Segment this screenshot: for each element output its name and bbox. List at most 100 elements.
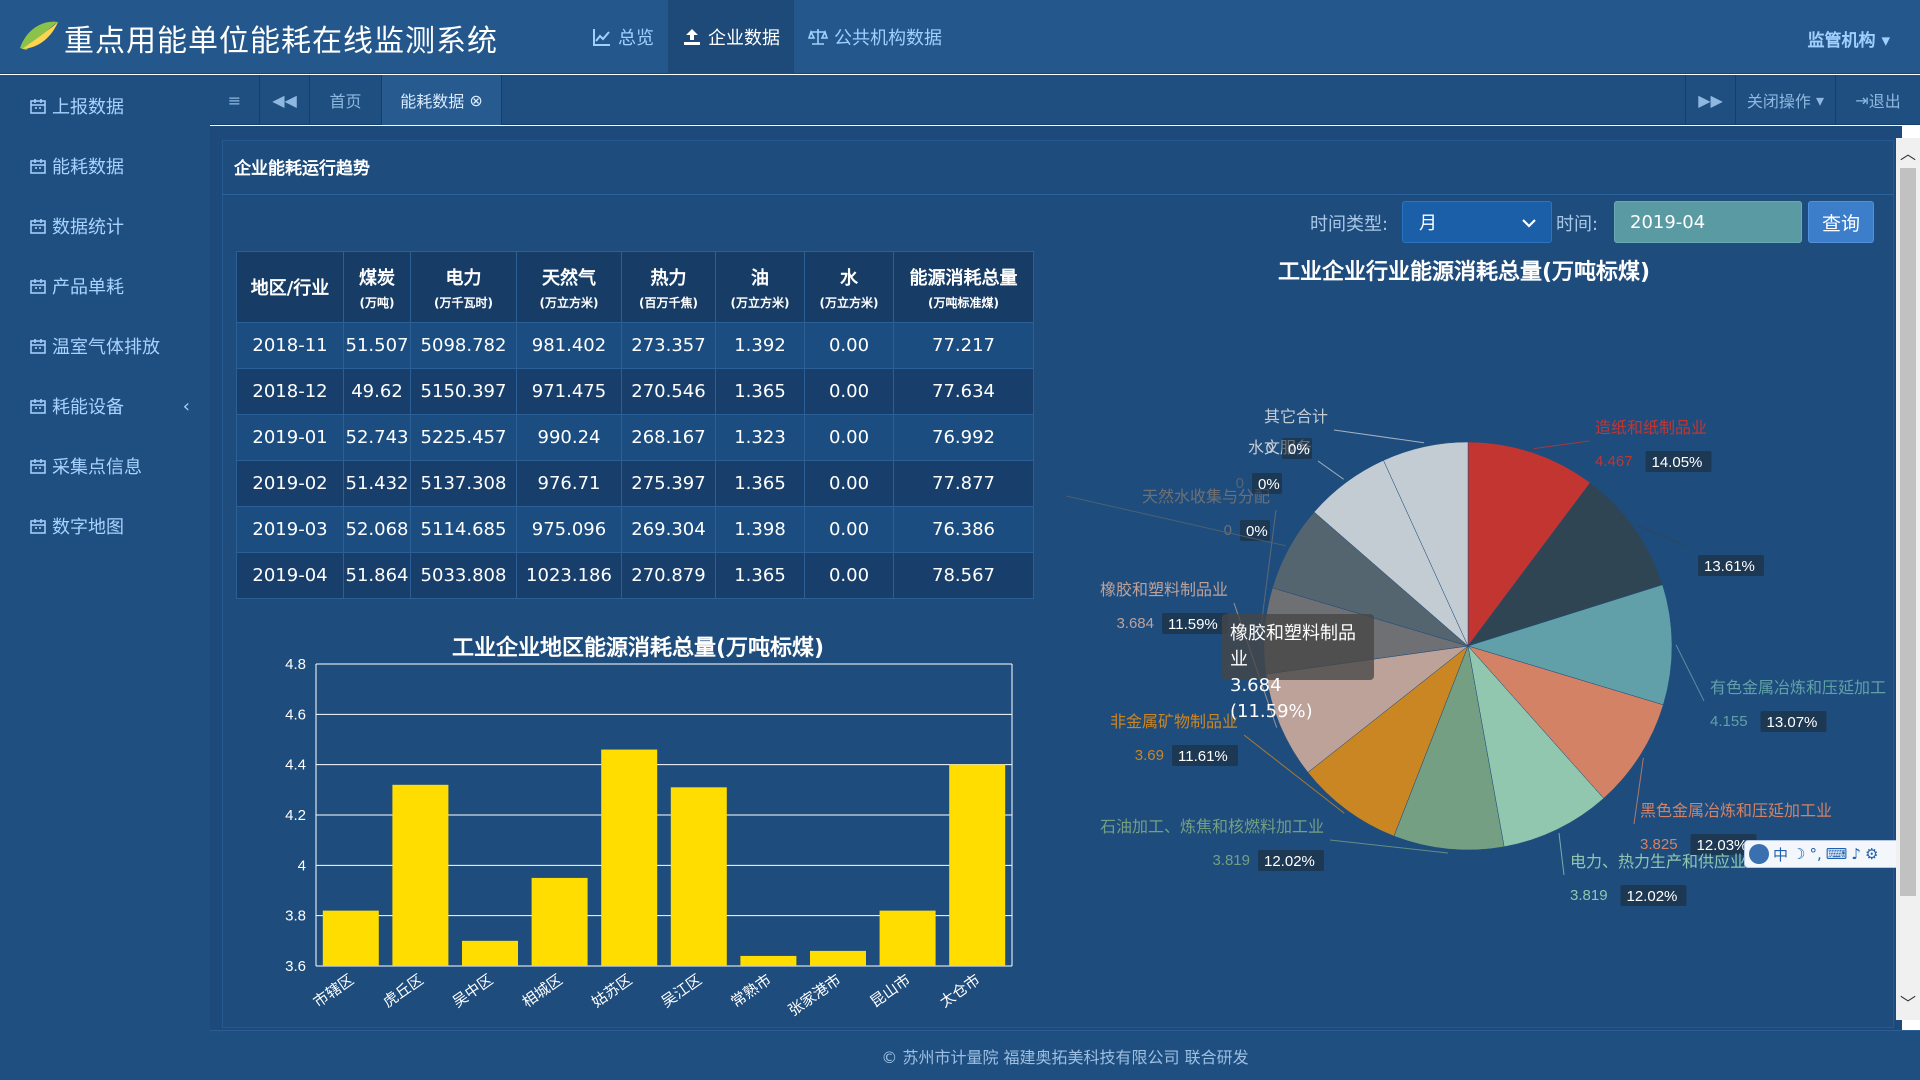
scroll-up-icon[interactable]: ︿ — [1899, 144, 1916, 163]
sidebar-item-collection-points[interactable]: 采集点信息 — [30, 451, 190, 481]
col-header: 电力 (万千瓦时) — [410, 251, 517, 323]
slice-value: 3.684 — [1116, 615, 1154, 632]
tab-energy-label: 能耗数据 — [400, 92, 465, 111]
bar[interactable] — [810, 950, 866, 966]
bar[interactable] — [322, 910, 379, 966]
pie-slice[interactable] — [1467, 645, 1664, 799]
slice-value-label: 11.59% 3.684 — [1116, 613, 1228, 634]
table-cell: 981.402 — [516, 322, 622, 369]
slice-value-label: 3.825 12.03% — [1640, 834, 1757, 855]
bar[interactable] — [879, 910, 936, 966]
y-tick-label: 4.8 — [285, 656, 306, 673]
settings-icon[interactable]: ⚙ — [1864, 845, 1879, 863]
date-input[interactable]: 2019-04 — [1614, 201, 1802, 243]
menu-toggle-button[interactable]: ≡ — [210, 75, 260, 125]
time-type-select[interactable]: 月 — [1402, 201, 1552, 243]
table-cell: 78.567 — [893, 552, 1034, 599]
pie-slice[interactable] — [1307, 645, 1469, 837]
org-menu[interactable]: 监管机构 ▾ — [1808, 26, 1890, 51]
sidebar-item-product-consumption[interactable]: 产品单耗 — [30, 271, 190, 301]
table-cell: 269.304 — [621, 506, 716, 553]
bar[interactable] — [670, 787, 727, 966]
bar[interactable] — [392, 784, 449, 966]
calendar-icon — [30, 279, 46, 294]
punctuation-icon[interactable]: °, — [1809, 845, 1822, 863]
hamburger-icon: ≡ — [227, 90, 242, 110]
table-cell: 2019-01 — [236, 414, 344, 461]
table-cell: 0.00 — [804, 506, 894, 553]
chevron-down-icon — [1522, 219, 1536, 228]
col-header-unit: (万立方米) — [730, 295, 790, 310]
slice-pct: 11.59% — [1168, 616, 1218, 633]
table-cell: 268.167 — [621, 414, 716, 461]
slice-pct: 12.03% — [1697, 837, 1748, 854]
x-tick-label: 姑苏区 — [588, 971, 635, 1012]
slice-value-label: 13.61% — [1698, 555, 1764, 576]
chevron-left-icon: ‹ — [182, 395, 190, 417]
x-tick-label: 张家港市 — [785, 971, 844, 1020]
org-menu-label: 监管机构 — [1807, 31, 1876, 51]
table-header-row: 地区/行业 煤炭 (万吨) 电力 (万千瓦时) 天然气 (万立方米) 热力 (百万千焦)… — [236, 251, 1034, 323]
table-cell: 5033.808 — [410, 552, 517, 599]
table-cell: 1.365 — [715, 368, 805, 415]
tab-bar: ≡ ◀◀ 首页 能耗数据 ⊗ ▶▶ 关闭操作 ▾ ⇥ 退出 — [210, 75, 1920, 125]
tab-scroll-right-button[interactable]: ▶▶ — [1685, 75, 1735, 125]
bar[interactable] — [949, 764, 1006, 966]
sidebar-item-greenhouse-gas[interactable]: 温室气体排放 — [30, 331, 190, 361]
logout-button[interactable]: ⇥ 退出 — [1835, 75, 1920, 125]
tab-energy-data[interactable]: 能耗数据 ⊗ — [382, 75, 502, 125]
bar[interactable] — [462, 940, 518, 966]
bar[interactable] — [531, 877, 588, 966]
sidebar-item-report-data[interactable]: 上报数据 — [30, 91, 190, 121]
table-cell: 270.879 — [621, 552, 716, 599]
ime-chinese-icon[interactable]: 中 — [1773, 845, 1789, 864]
tab-home[interactable]: 首页 — [310, 75, 382, 125]
top-header: 重点用能单位能耗在线监测系统 总览 企业数据 公共机构数据 监管机构 ▾ — [0, 0, 1920, 74]
microphone-icon[interactable]: ♪ — [1851, 845, 1861, 863]
col-header: 能源消耗总量 (万吨标准煤) — [893, 251, 1034, 323]
ime-toolbar[interactable]: 中 ☽ °, ⌨ ♪ ⚙ — [1744, 840, 1904, 868]
pie-slice[interactable] — [1393, 645, 1505, 851]
table-cell: 273.357 — [621, 322, 716, 369]
pie-slice[interactable] — [1467, 645, 1605, 848]
nav-enterprise-data[interactable]: 企业数据 — [668, 0, 794, 74]
col-header-name: 能源消耗总量 — [909, 267, 1018, 289]
nav-public-institution-data[interactable]: 公共机构数据 — [794, 0, 956, 74]
close-ops-menu[interactable]: 关闭操作 ▾ — [1735, 75, 1835, 125]
moon-icon[interactable]: ☽ — [1792, 845, 1806, 863]
pct-badge — [1258, 850, 1324, 871]
label-leader-line — [1065, 495, 1286, 547]
query-button[interactable]: 查询 — [1808, 201, 1874, 243]
table-cell: 77.634 — [893, 368, 1034, 415]
sidebar-item-equipment[interactable]: 耗能设备 ‹ — [30, 391, 190, 421]
table-row: 2018-11 51.507 5098.782 981.402 273.357 1.392… — [236, 322, 1034, 369]
tab-scroll-left-button[interactable]: ◀◀ — [260, 75, 310, 125]
bar[interactable] — [601, 749, 658, 966]
sidebar-item-label: 温室气体排放 — [52, 337, 160, 358]
scroll-down-icon[interactable]: ﹀ — [1899, 994, 1916, 1013]
col-header-unit: (万立方米) — [539, 295, 599, 310]
table-cell: 1.365 — [715, 460, 805, 507]
y-tick-label: 3.8 — [285, 908, 306, 925]
pie-slice[interactable] — [1467, 441, 1591, 647]
pie-slice[interactable] — [1383, 441, 1469, 647]
tab-home-label: 首页 — [329, 92, 362, 111]
keyboard-icon[interactable]: ⌨ — [1825, 845, 1848, 863]
nav-overview[interactable]: 总览 — [578, 0, 668, 74]
col-header-name: 地区/行业 — [250, 278, 330, 299]
bar[interactable] — [740, 955, 797, 966]
table-cell: 52.743 — [343, 414, 411, 461]
sidebar-item-statistics[interactable]: 数据统计 — [30, 211, 190, 241]
sidebar-item-energy-data[interactable]: 能耗数据 — [30, 151, 190, 181]
close-circle-icon[interactable]: ⊗ — [469, 90, 483, 110]
label-leader-line — [1633, 757, 1644, 825]
table-cell: 76.386 — [893, 506, 1034, 553]
scrollbar-thumb[interactable] — [1900, 168, 1916, 896]
pie-slice[interactable] — [1467, 482, 1663, 647]
table-cell: 0.00 — [804, 368, 894, 415]
sidebar-item-digital-map[interactable]: 数字地图 — [30, 511, 190, 541]
table-cell: 1.365 — [715, 552, 805, 599]
table-row: 2018-12 49.62 5150.397 971.475 270.546 1.365 0… — [236, 368, 1034, 415]
col-header-name: 热力 — [650, 267, 687, 289]
pie-slice[interactable] — [1467, 584, 1673, 706]
